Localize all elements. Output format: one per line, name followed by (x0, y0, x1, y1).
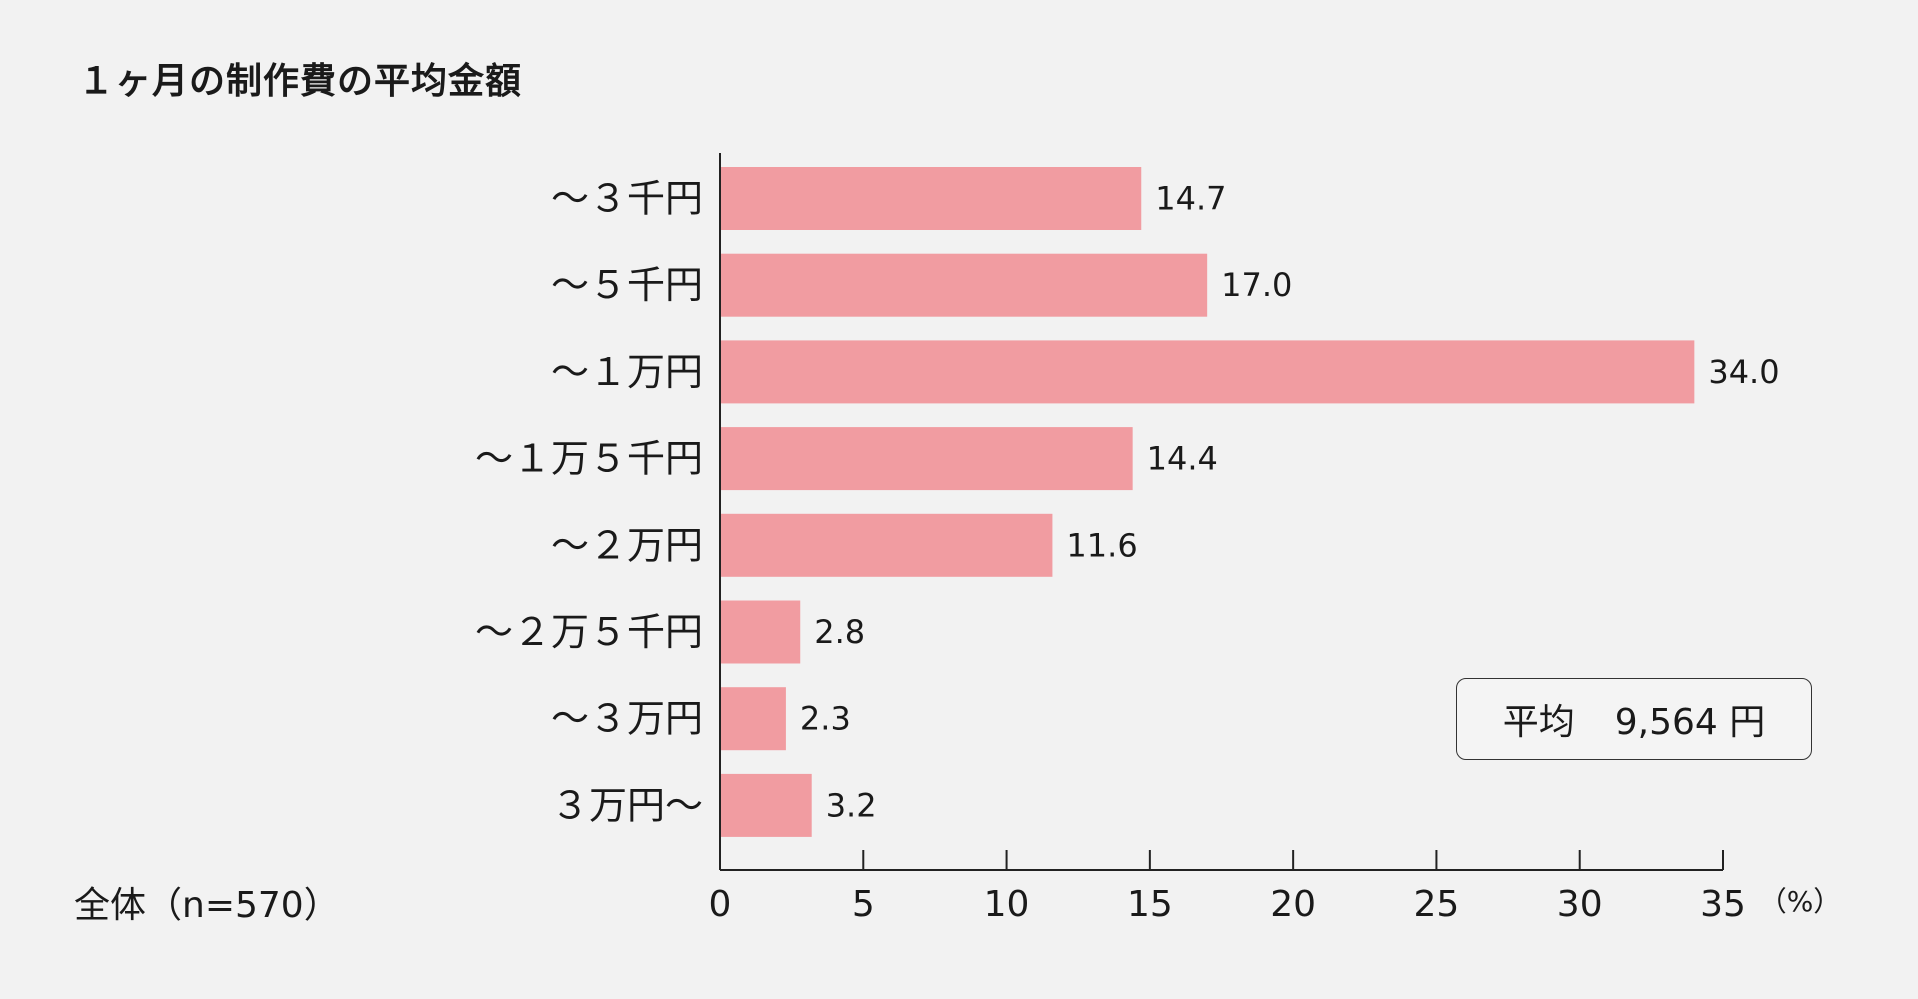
average-box: 平均 9,564 円 (1456, 678, 1812, 760)
chart-title: １ヶ月の制作費の平均金額 (78, 61, 523, 102)
x-tick-label: 5 (852, 884, 875, 925)
data-label: 17.0 (1221, 266, 1292, 304)
bar (720, 687, 786, 751)
sample-size-label: 全体（n=570） (74, 885, 340, 926)
bar (720, 427, 1133, 491)
average-value: 9,564 円 (1614, 702, 1766, 743)
x-tick-label: 15 (1127, 884, 1173, 925)
x-tick-label: 0 (709, 884, 732, 925)
data-label: 11.6 (1066, 526, 1137, 564)
average-label: 平均 (1502, 702, 1575, 743)
category-label: ～１万円 (551, 350, 703, 394)
bar (720, 340, 1695, 404)
category-label: ３万円～ (551, 783, 703, 827)
data-label: 14.4 (1147, 440, 1218, 478)
data-label: 34.0 (1708, 353, 1779, 391)
data-label: 14.7 (1155, 180, 1226, 218)
category-label: ～２万円 (551, 523, 703, 567)
x-tick-label: 35 (1700, 884, 1746, 925)
x-tick-label: 10 (984, 884, 1030, 925)
x-axis-unit: （%） (1759, 885, 1842, 918)
data-label: 3.2 (826, 786, 877, 824)
bar (720, 600, 801, 664)
category-label: ～２万５千円 (475, 610, 703, 654)
bar (720, 513, 1053, 577)
data-label: 2.8 (814, 613, 865, 651)
x-tick-label: 30 (1557, 884, 1603, 925)
x-tick-label: 20 (1270, 884, 1316, 925)
bar (720, 253, 1208, 317)
category-label: ～３千円 (551, 177, 703, 221)
category-label: ～５千円 (551, 263, 703, 307)
x-tick-label: 25 (1414, 884, 1460, 925)
category-label: ～３万円 (551, 697, 703, 741)
category-label: ～１万５千円 (475, 437, 703, 481)
bar (720, 167, 1142, 230)
data-label: 2.3 (800, 700, 851, 738)
bar (720, 773, 812, 837)
